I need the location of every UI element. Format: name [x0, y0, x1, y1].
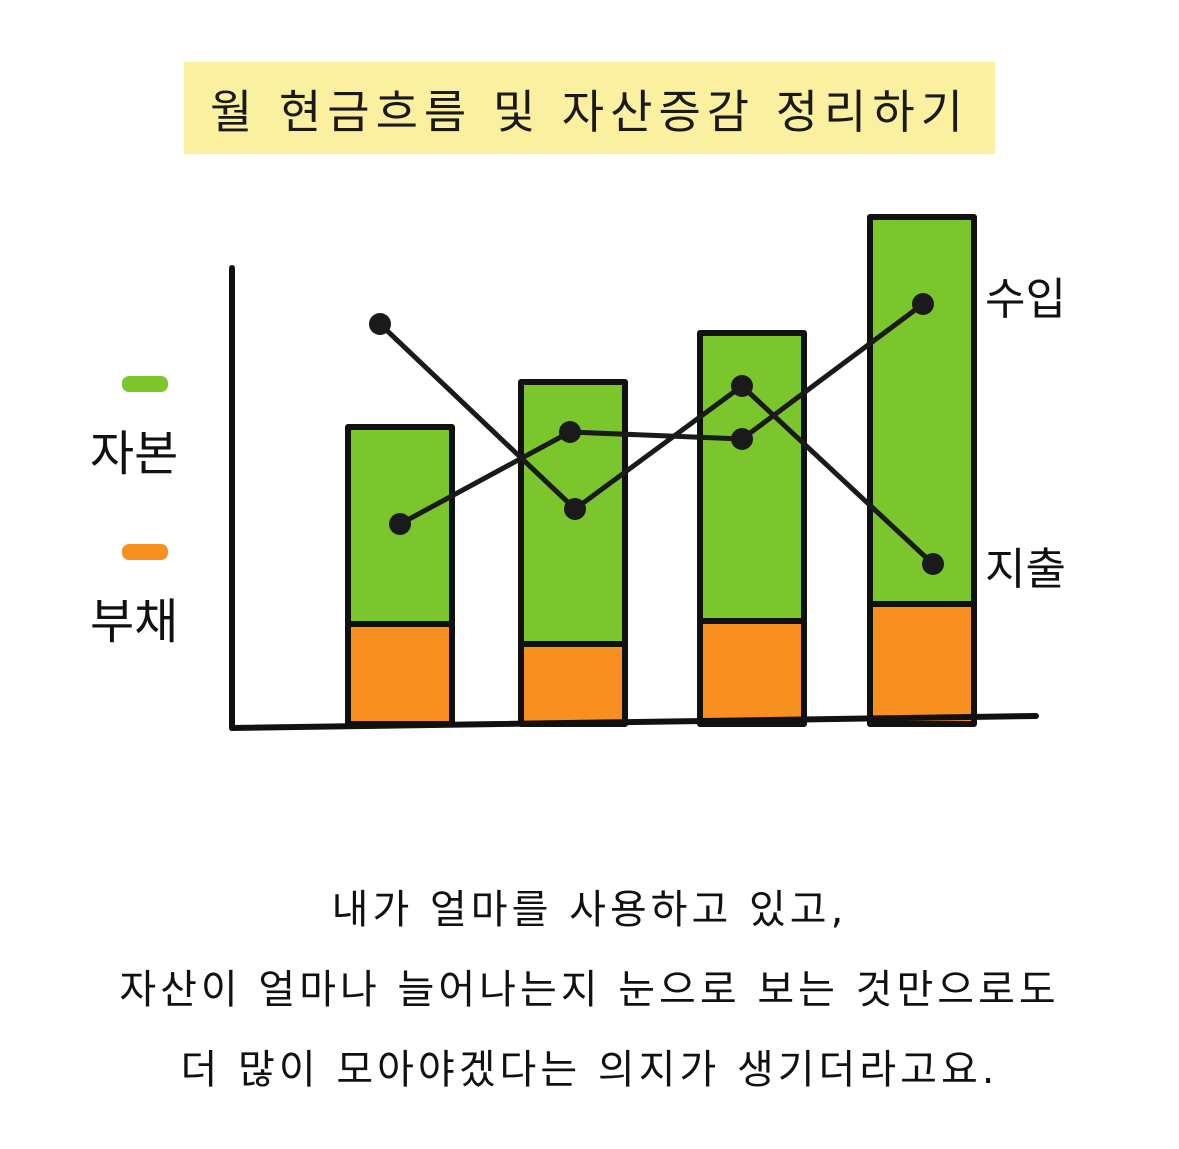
point-income-2: [559, 421, 581, 443]
legend-swatch-equity: [122, 376, 168, 392]
x-axis: [229, 713, 1039, 731]
line-expense: [377, 321, 936, 567]
caption-line-1: 내가 얼마를 사용하고 있고,: [331, 887, 848, 933]
bar-debt-1: [345, 621, 455, 727]
caption-line-2: 자산이 얼마나 늘어나는지 눈으로 보는 것만으로도: [119, 967, 1060, 1013]
bar-equity-3: [697, 330, 807, 624]
caption-line-3: 더 많이 모아야겠다는 의지가 생기더라고요.: [180, 1047, 999, 1093]
bar-debt-3: [697, 618, 807, 727]
bar-debt-4: [867, 601, 977, 727]
caption: 내가 얼마를 사용하고 있고, 자산이 얼마나 늘어나는지 눈으로 보는 것만으…: [0, 870, 1179, 1110]
bar-debt-2: [518, 641, 628, 727]
point-expense-4: [922, 553, 944, 575]
legend-label-debt: 부채: [90, 594, 178, 650]
bar-equity-1: [345, 424, 455, 627]
point-income-4: [912, 293, 934, 315]
point-expense-2: [564, 498, 586, 520]
line-label-expense: 지출: [985, 544, 1066, 595]
point-expense-1: [369, 313, 391, 335]
point-income-1: [389, 513, 411, 535]
title-banner: 월 현금흐름 및 자산증감 정리하기: [0, 62, 1179, 154]
page-title: 월 현금흐름 및 자산증감 정리하기: [184, 62, 995, 154]
line-income: [397, 301, 926, 527]
line-label-income: 수입: [985, 274, 1066, 325]
point-expense-3: [731, 375, 753, 397]
legend-label-equity: 자본: [90, 426, 178, 482]
bar-equity-4: [867, 214, 977, 607]
legend-swatch-debt: [122, 544, 168, 560]
point-income-3: [731, 428, 753, 450]
